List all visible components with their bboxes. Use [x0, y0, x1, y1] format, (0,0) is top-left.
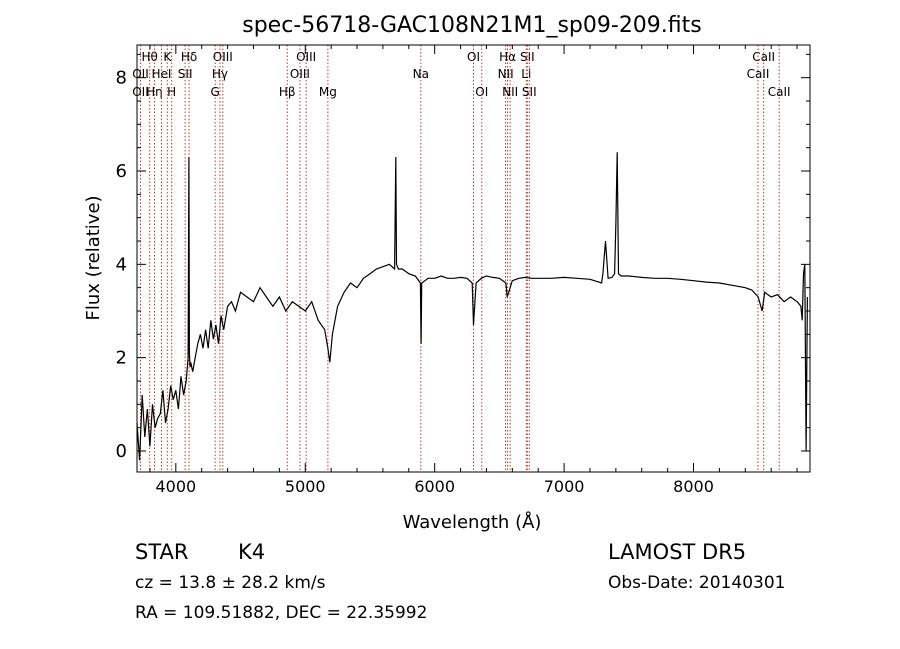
line-label-26: CaII: [747, 67, 770, 81]
y-tick-label: 0: [116, 441, 127, 462]
line-label-10: Hγ: [212, 67, 228, 81]
line-label-16: Na: [413, 67, 429, 81]
survey-name: LAMOST DR5: [608, 540, 747, 564]
line-label-9: OIII: [213, 50, 233, 64]
line-label-6: H: [167, 85, 176, 99]
line-label-14: OIII: [290, 67, 310, 81]
object-subclass: K4: [238, 540, 266, 564]
observation-date: Obs-Date: 20140301: [608, 573, 786, 593]
x-tick-label: 7000: [544, 477, 585, 496]
object-class: STAR: [135, 540, 189, 564]
coordinates: RA = 109.51882, DEC = 22.35992: [135, 603, 428, 623]
line-label-8: Hδ: [181, 50, 197, 64]
line-label-7: SII: [178, 67, 193, 81]
x-tick-label: 8000: [673, 477, 714, 496]
line-label-18: OI: [475, 85, 488, 99]
x-tick-label: 5000: [285, 477, 326, 496]
line-label-22: SII: [520, 50, 535, 64]
plot-frame: [136, 44, 811, 473]
x-tick-label: 6000: [414, 477, 455, 496]
chart-title: spec-56718-GAC108N21M1_sp09-209.fits: [242, 13, 702, 38]
y-tick-label: 6: [116, 161, 127, 182]
line-label-19: Hα: [499, 50, 516, 64]
line-label-11: G: [211, 85, 220, 99]
line-label-15: Mg: [319, 85, 337, 99]
y-tick-label: 8: [116, 68, 127, 89]
x-tick-label: 4000: [155, 477, 196, 496]
y-tick-label: 4: [116, 254, 127, 275]
y-tick-label: 2: [116, 348, 127, 369]
line-label-24: SII: [522, 85, 537, 99]
line-label-13: OIII: [296, 50, 316, 64]
y-axis-label: Flux (relative): [83, 195, 104, 320]
line-label-1: OII: [132, 67, 149, 81]
x-axis-label: Wavelength (Å): [403, 511, 542, 533]
line-label-23: Li: [521, 67, 531, 81]
line-label-0: Hθ: [141, 50, 157, 64]
line-label-17: OI: [467, 50, 480, 64]
line-label-27: CaII: [768, 85, 791, 99]
line-label-2: OII: [132, 85, 149, 99]
line-label-25: CaII: [752, 50, 775, 64]
spectrum-series: [136, 152, 809, 461]
line-label-4: HeI: [151, 67, 171, 81]
line-label-12: Hβ: [279, 85, 296, 99]
line-label-3: Hη: [146, 85, 163, 99]
line-label-20: NII: [498, 67, 514, 81]
redshift-velocity: cz = 13.8 ± 28.2 km/s: [135, 573, 326, 593]
spectrum-line: [136, 152, 809, 461]
line-label-5: K: [163, 50, 172, 64]
line-label-21: NII: [502, 85, 518, 99]
axes: 4000 5000 6000 7000 8000 0 2 4 6 8: [116, 45, 810, 496]
